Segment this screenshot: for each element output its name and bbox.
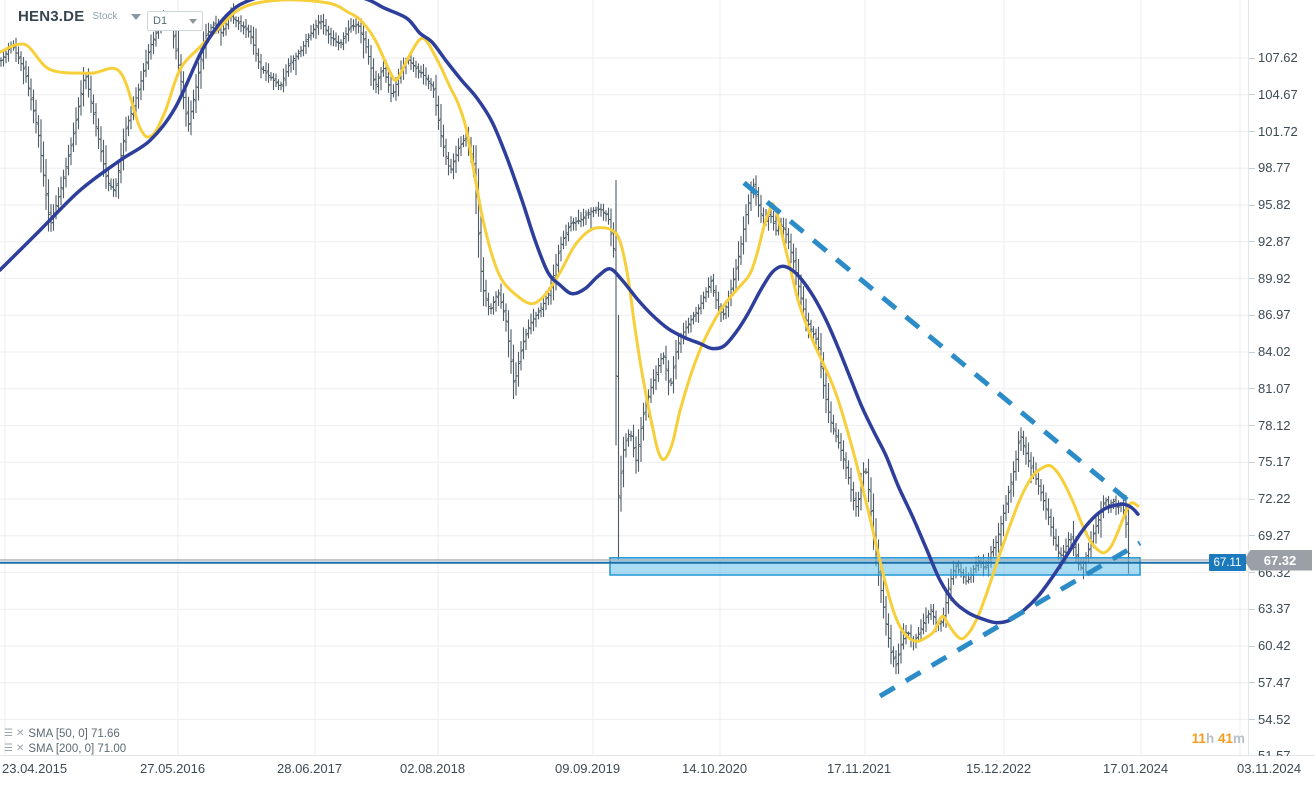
price-tick-label: 72.22 <box>1258 491 1291 506</box>
symbol-label: HEN3.DE <box>18 8 85 25</box>
date-tick-label: 03.11.2024 <box>1237 761 1302 776</box>
price-tick-mark <box>1249 204 1255 206</box>
price-tick-mark <box>1249 314 1255 316</box>
price-tick-label: 63.37 <box>1258 601 1291 617</box>
date-tick-label: 09.09.2019 <box>555 761 621 776</box>
price-tick-mark <box>1249 535 1255 537</box>
price-tick-mark <box>1249 278 1255 279</box>
price-tick-label: 60.42 <box>1258 638 1291 653</box>
indicator-label: SMA [200, 0] 71.00 <box>28 743 127 755</box>
price-tick-mark <box>1249 425 1255 426</box>
indicator-legend: ☰ ✕ SMA [50, 0] 71.66 ☰ ✕ SMA [200, 0] 71.00 <box>4 727 126 757</box>
price-tick-label: 78.12 <box>1258 417 1291 433</box>
symbol-dropdown-caret-icon[interactable] <box>131 13 142 20</box>
indicator-row: ☰ ✕ SMA [200, 0] 71.00 <box>4 742 126 756</box>
price-tick-label: 81.07 <box>1258 380 1291 396</box>
chart-canvas[interactable] <box>0 0 1248 760</box>
price-tick-mark <box>1249 131 1255 132</box>
price-tick-mark <box>1249 388 1255 390</box>
price-tick-label: 104.67 <box>1258 86 1298 102</box>
countdown-minutes-unit: m <box>1232 731 1245 746</box>
indicator-remove-icon[interactable]: ✕ <box>15 743 25 754</box>
price-tick-label: 57.47 <box>1258 674 1291 690</box>
price-tick-mark <box>1249 572 1255 573</box>
price-tick-label: 69.27 <box>1258 527 1291 543</box>
price-tick-label: 98.77 <box>1258 160 1291 176</box>
indicator-row: ☰ ✕ SMA [50, 0] 71.66 <box>4 727 126 741</box>
instrument-header: HEN3.DE Stock <box>18 8 142 25</box>
price-tick-label: 95.82 <box>1258 197 1291 212</box>
price-tick-mark <box>1249 682 1255 684</box>
timeframe-label: D1 <box>153 15 168 27</box>
price-tick-mark <box>1249 94 1255 96</box>
price-tick-mark <box>1249 461 1255 463</box>
alert-line-price-value: 67.11 <box>1213 556 1242 569</box>
price-tick-label: 54.52 <box>1258 711 1291 727</box>
price-tick-mark <box>1249 498 1255 500</box>
date-tick-label: 02.08.2018 <box>400 761 466 776</box>
last-price-tag: 67.32 <box>1244 549 1312 571</box>
timeframe-select[interactable]: D1 <box>147 11 203 31</box>
price-tick-label: 107.62 <box>1258 50 1298 65</box>
alert-line-price-tag[interactable]: 67.11 <box>1209 554 1246 572</box>
price-tick-label: 84.02 <box>1258 344 1291 359</box>
price-tick-label: 101.72 <box>1258 123 1298 139</box>
date-axis-separator <box>0 755 1315 756</box>
countdown-hours-unit: h <box>1205 731 1215 746</box>
price-tick-mark <box>1249 57 1255 59</box>
indicator-remove-icon[interactable]: ✕ <box>15 728 25 739</box>
date-tick-label: 27.05.2016 <box>140 761 206 776</box>
price-tick-mark <box>1249 719 1255 720</box>
price-tick-mark <box>1249 167 1255 169</box>
indicator-label: SMA [50, 0] 71.66 <box>28 728 120 740</box>
date-tick-label: 17.01.2024 <box>1103 761 1169 776</box>
timeframe-caret-icon <box>189 18 197 24</box>
price-axis[interactable]: 107.62 104.67 101.72 98.77 95.82 92.87 89.92 86… <box>1249 0 1315 763</box>
candle-countdown: 11h 41m <box>1150 731 1245 746</box>
date-tick-label: 15.12.2022 <box>966 761 1032 776</box>
last-price-value: 67.32 <box>1263 552 1297 568</box>
price-tick-mark <box>1249 608 1255 610</box>
price-tick-mark <box>1249 645 1255 647</box>
price-tick-mark <box>1249 241 1255 243</box>
price-axis-separator <box>1248 0 1249 755</box>
countdown-minutes: 41 <box>1217 731 1233 746</box>
countdown-hours: 11 <box>1191 731 1206 746</box>
date-tick-label: 17.11.2021 <box>827 761 892 776</box>
date-tick-label: 14.10.2020 <box>682 761 748 776</box>
date-tick-label: 23.04.2015 <box>2 761 68 776</box>
asset-type-label: Stock <box>92 11 118 22</box>
price-tick-label: 86.97 <box>1258 307 1291 323</box>
date-axis[interactable]: 23.04.2015 27.05.2016 28.06.2017 02.08.2018… <box>0 756 1315 787</box>
date-tick-label: 28.06.2017 <box>277 761 343 776</box>
indicator-settings-icon[interactable]: ☰ <box>4 728 13 739</box>
price-tick-mark <box>1249 351 1255 353</box>
price-tick-label: 92.87 <box>1258 233 1291 249</box>
indicator-settings-icon[interactable]: ☰ <box>4 743 13 754</box>
price-tick-label: 75.17 <box>1258 454 1291 470</box>
price-tick-label: 89.92 <box>1258 270 1291 286</box>
